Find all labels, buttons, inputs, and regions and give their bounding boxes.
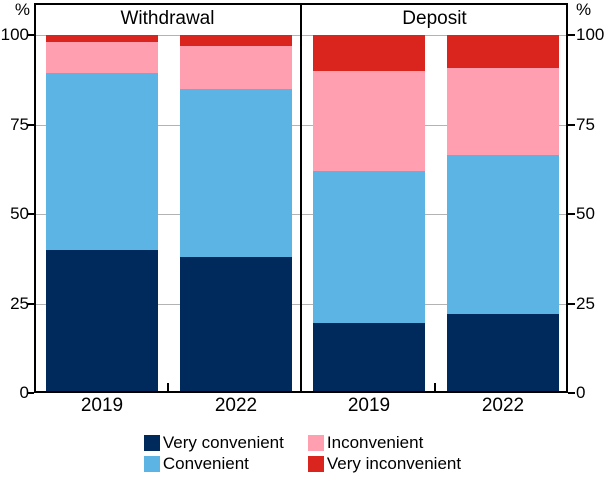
legend-swatch-inconvenient: [307, 434, 324, 451]
y-tick-left-75: [27, 123, 34, 126]
panel-deposit: Deposit: [301, 3, 568, 393]
x-label-deposit-2019: 2019: [347, 395, 391, 416]
legend-entry-very-inconvenient: Very inconvenient: [307, 454, 462, 473]
legend-label: Very convenient: [162, 433, 284, 452]
segment-inconvenient: [447, 67, 559, 156]
y-label-left-50: 50: [10, 204, 29, 224]
y-tick-right-25: [568, 302, 575, 305]
segment-very-convenient: [46, 249, 158, 393]
legend-column-1: Very convenient Convenient: [143, 433, 294, 473]
y-axis-unit-left: %: [14, 0, 30, 19]
y-label-right-50: 50: [576, 204, 595, 224]
legend: Very convenient Convenient Inconvenient Ver…: [0, 433, 605, 473]
x-label-deposit-2022: 2022: [481, 395, 525, 416]
x-label-withdrawal-2022: 2022: [214, 395, 258, 416]
y-axis-unit-right: %: [576, 0, 592, 19]
segment-inconvenient: [313, 71, 425, 172]
y-label-right-25: 25: [576, 293, 595, 313]
panel-withdrawal: Withdrawal: [34, 3, 301, 393]
y-label-right-75: 75: [576, 114, 595, 134]
plot-area: Withdrawal Deposit: [34, 3, 568, 393]
y-tick-left-25: [27, 302, 34, 305]
segment-very-inconvenient: [46, 35, 158, 43]
y-label-right-0: 0: [576, 383, 586, 402]
legend-label: Very inconvenient: [326, 454, 462, 473]
bar-deposit-2022: [447, 35, 559, 393]
legend-entry-inconvenient: Inconvenient: [307, 433, 461, 452]
bar-withdrawal-2019: [46, 35, 158, 393]
segment-very-inconvenient: [447, 35, 559, 68]
y-tick-left-50: [27, 213, 34, 216]
segment-very-inconvenient: [313, 35, 425, 72]
y-tick-left-0: [27, 392, 34, 394]
y-label-left-0: 0: [19, 383, 29, 402]
y-label-right-100: 100: [576, 25, 605, 45]
y-tick-right-0: [568, 392, 575, 394]
y-tick-right-75: [568, 123, 575, 126]
y-tick-right-100: [568, 34, 575, 37]
legend-label: Inconvenient: [326, 433, 424, 452]
segment-inconvenient: [46, 42, 158, 73]
segment-very-convenient: [313, 323, 425, 393]
x-label-withdrawal-2019: 2019: [80, 395, 124, 416]
panel-title-withdrawal: Withdrawal: [120, 8, 215, 29]
legend-entry-very-convenient: Very convenient: [143, 433, 294, 452]
segment-convenient: [447, 155, 559, 315]
segment-inconvenient: [180, 46, 292, 89]
bar-deposit-2019: [313, 35, 425, 393]
segment-very-convenient: [447, 314, 559, 393]
y-tick-left-100: [27, 34, 34, 37]
segment-convenient: [180, 88, 292, 258]
legend-column-2: Inconvenient Very inconvenient: [307, 433, 462, 473]
y-tick-right-50: [568, 213, 575, 216]
panel-title-deposit: Deposit: [402, 8, 467, 29]
legend-swatch-convenient: [143, 455, 160, 472]
y-label-left-75: 75: [10, 114, 29, 134]
segment-convenient: [313, 171, 425, 324]
segment-very-inconvenient: [180, 35, 292, 47]
segment-very-convenient: [180, 257, 292, 393]
category-divider-tick: [166, 383, 169, 393]
legend-swatch-very-convenient: [143, 434, 160, 451]
legend-entry-convenient: Convenient: [143, 454, 294, 473]
legend-swatch-very-inconvenient: [307, 455, 324, 472]
bar-withdrawal-2022: [180, 35, 292, 393]
legend-label: Convenient: [162, 454, 249, 473]
panel-divider: [300, 3, 302, 393]
y-label-left-100: 100: [0, 25, 29, 45]
category-divider-tick: [433, 383, 436, 393]
segment-convenient: [46, 72, 158, 250]
y-label-left-25: 25: [10, 293, 29, 313]
